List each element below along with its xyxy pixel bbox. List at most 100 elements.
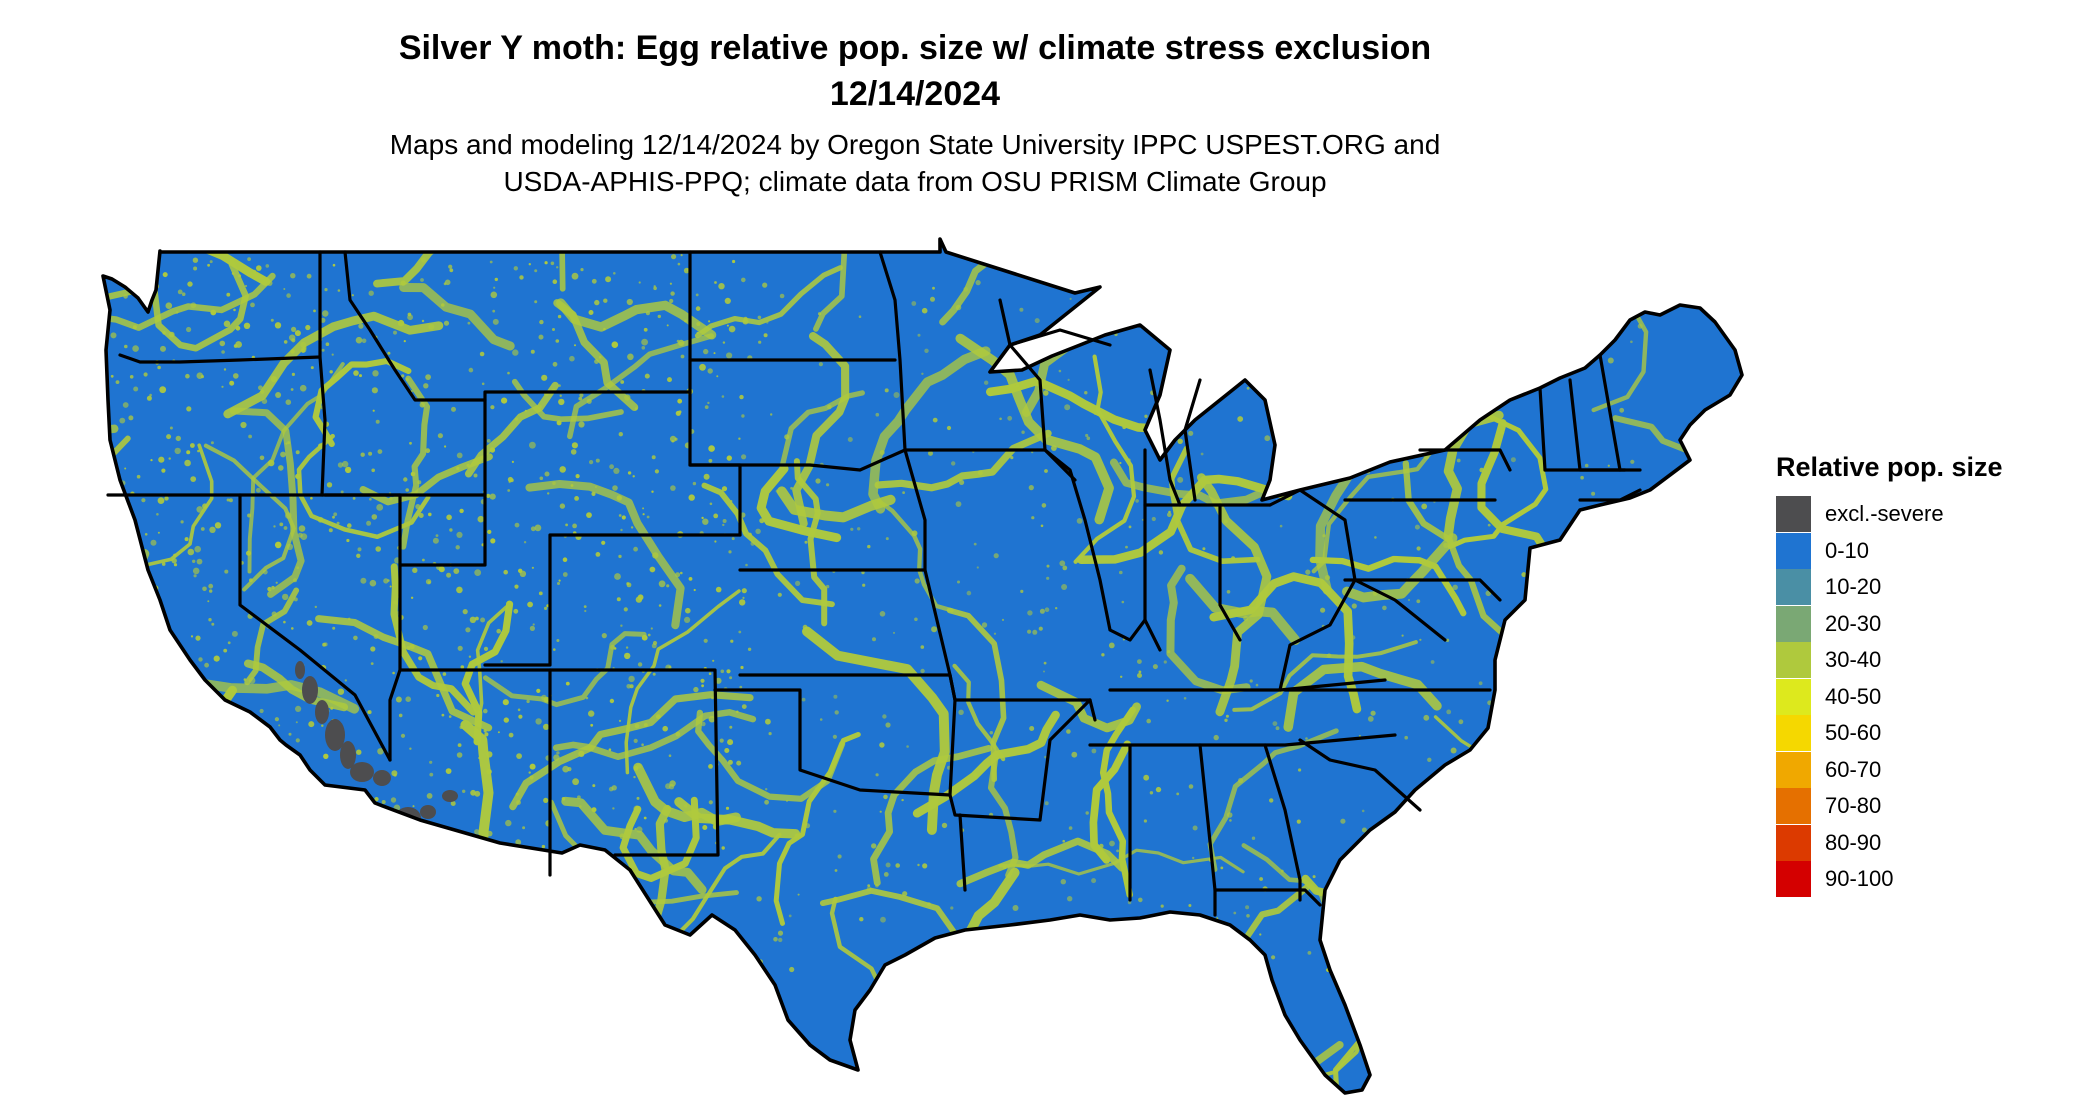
- suitability-band: [315, 615, 493, 732]
- suitability-speck: [688, 494, 695, 501]
- suitability-speck: [858, 315, 862, 319]
- suitability-speck: [1322, 534, 1326, 538]
- suitability-speck: [437, 433, 443, 439]
- suitability-speck: [625, 646, 629, 649]
- suitability-speck: [1373, 296, 1380, 303]
- suitability-speck: [959, 479, 965, 485]
- suitability-speck: [880, 916, 886, 923]
- suitability-speck: [1385, 413, 1392, 420]
- suitability-speck: [421, 319, 425, 323]
- suitability-speck: [667, 377, 672, 383]
- suitability-speck: [189, 803, 196, 810]
- suitability-speck: [885, 722, 891, 728]
- suitability-speck: [174, 447, 181, 455]
- suitability-speck: [185, 811, 188, 814]
- suitability-speck: [1146, 718, 1151, 724]
- suitability-speck: [443, 320, 450, 326]
- suitability-speck: [370, 662, 374, 665]
- suitability-speck: [187, 281, 193, 287]
- suitability-speck: [445, 837, 451, 843]
- suitability-speck: [415, 504, 421, 510]
- suitability-speck: [462, 789, 466, 793]
- suitability-speck: [893, 631, 895, 634]
- legend-swatch: [1776, 642, 1811, 679]
- suitability-speck: [991, 766, 995, 771]
- suitability-speck: [1645, 495, 1651, 500]
- suitability-speck: [193, 266, 198, 271]
- suitability-speck: [677, 398, 683, 404]
- suitability-speck: [921, 307, 928, 314]
- suitability-speck: [1595, 765, 1600, 770]
- suitability-speck: [449, 528, 453, 532]
- legend-label: 80-90: [1825, 829, 1882, 855]
- suitability-speck: [1166, 699, 1169, 702]
- suitability-speck: [133, 703, 138, 709]
- legend-swatch: [1776, 605, 1811, 642]
- legend-swatch: [1776, 751, 1811, 788]
- suitability-speck: [282, 593, 289, 601]
- suitability-speck: [1298, 768, 1302, 772]
- state-border: [118, 353, 322, 364]
- suitability-speck: [1046, 576, 1050, 580]
- suitability-speck: [193, 757, 199, 762]
- suitability-speck: [624, 394, 631, 401]
- suitability-speck: [233, 308, 236, 312]
- suitability-speck: [110, 658, 117, 665]
- suitability-speck: [1255, 683, 1259, 687]
- legend: Relative pop. size excl.-severe 0-10 10-20…: [1776, 450, 2076, 898]
- suitability-speck: [125, 742, 131, 748]
- suitability-speck: [1326, 367, 1330, 371]
- suitability-speck: [123, 294, 128, 299]
- suitability-speck: [367, 710, 372, 715]
- suitability-speck: [1536, 341, 1539, 345]
- suitability-speck: [1188, 387, 1194, 394]
- suitability-speck: [1277, 432, 1282, 437]
- suitability-speck: [1150, 421, 1154, 424]
- suitability-speck: [993, 553, 999, 559]
- suitability-speck: [585, 696, 589, 700]
- suitability-speck: [917, 333, 921, 337]
- suitability-speck: [266, 280, 273, 286]
- suitability-speck: [1200, 452, 1204, 456]
- suitability-speck: [278, 465, 284, 471]
- suitability-speck: [713, 513, 719, 519]
- suitability-speck: [626, 684, 631, 689]
- suitability-speck: [740, 665, 744, 670]
- suitability-speck: [412, 805, 415, 808]
- suitability-speck: [366, 843, 372, 849]
- suitability-speck: [713, 352, 716, 355]
- suitability-speck: [486, 768, 492, 775]
- suitability-speck: [1015, 384, 1020, 388]
- legend-item: 50-60: [1776, 715, 2076, 752]
- legend-label: 30-40: [1825, 647, 1882, 673]
- suitability-speck: [1271, 955, 1276, 960]
- suitability-speck: [184, 702, 190, 708]
- suitability-speck: [747, 647, 752, 651]
- suitability-speck: [1518, 724, 1522, 728]
- suitability-speck: [503, 717, 509, 723]
- suitability-band: [695, 709, 846, 802]
- suitability-speck: [270, 376, 277, 383]
- suitability-speck: [1551, 637, 1555, 641]
- suitability-speck: [243, 678, 247, 681]
- suitability-speck: [1138, 897, 1143, 903]
- suitability-speck: [1144, 414, 1148, 418]
- suitability-speck: [766, 321, 769, 324]
- suitability-speck: [291, 338, 296, 343]
- suitability-speck: [409, 747, 412, 750]
- suitability-speck: [1591, 491, 1596, 496]
- suitability-speck: [583, 605, 587, 608]
- suitability-speck: [1183, 697, 1187, 700]
- suitability-speck: [387, 351, 391, 355]
- suitability-band: [619, 796, 700, 882]
- suitability-speck: [1166, 929, 1172, 935]
- suitability-speck: [714, 281, 717, 284]
- suitability-speck: [1561, 924, 1564, 927]
- suitability-speck: [1361, 809, 1365, 813]
- suitability-speck: [1424, 938, 1428, 942]
- suitability-speck: [1551, 298, 1555, 303]
- suitability-speck: [614, 573, 621, 580]
- suitability-speck: [708, 672, 712, 675]
- suitability-speck: [693, 588, 696, 592]
- suitability-speck: [736, 760, 742, 766]
